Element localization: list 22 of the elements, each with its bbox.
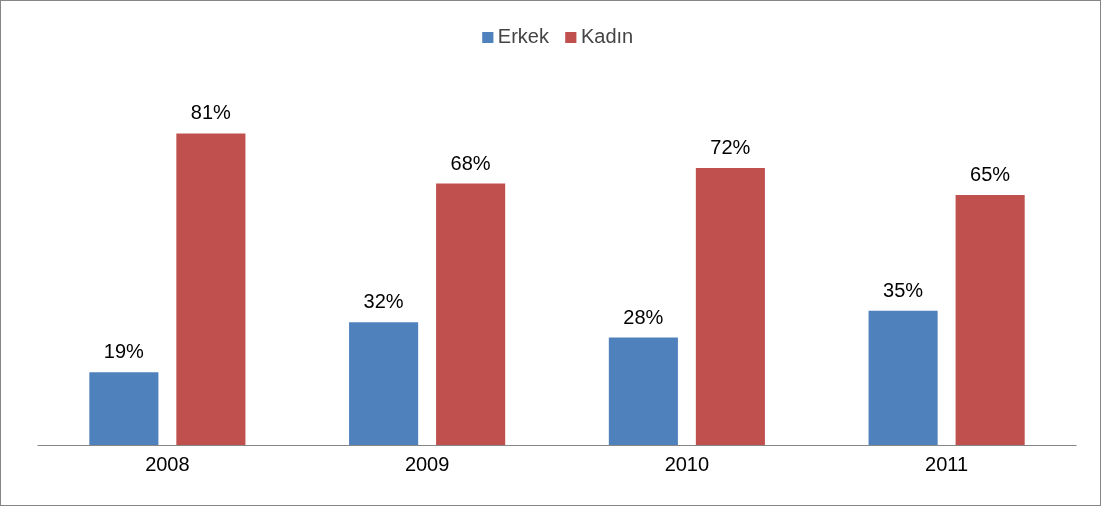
x-tick-label: 2009	[404, 452, 450, 475]
bar	[608, 337, 678, 446]
bar	[868, 310, 938, 446]
bar	[695, 168, 765, 446]
x-tick-label: 2010	[664, 452, 710, 475]
bar	[89, 372, 159, 446]
legend-label: Erkek	[497, 25, 549, 48]
x-tick-label: 2011	[925, 452, 969, 475]
data-label: 28%	[623, 305, 664, 328]
data-label: 72%	[710, 136, 751, 159]
legend-label: Kadın	[580, 25, 634, 48]
bar	[176, 133, 246, 446]
bar	[349, 322, 419, 446]
data-label: 81%	[190, 101, 232, 124]
data-label: 19%	[103, 340, 145, 363]
data-label: 65%	[970, 163, 1011, 186]
x-tick-label: 2008	[145, 452, 190, 475]
bar	[436, 183, 506, 446]
data-label: 32%	[363, 290, 404, 313]
bar	[955, 195, 1025, 446]
data-label: 35%	[883, 278, 924, 301]
data-label: 68%	[450, 151, 491, 174]
